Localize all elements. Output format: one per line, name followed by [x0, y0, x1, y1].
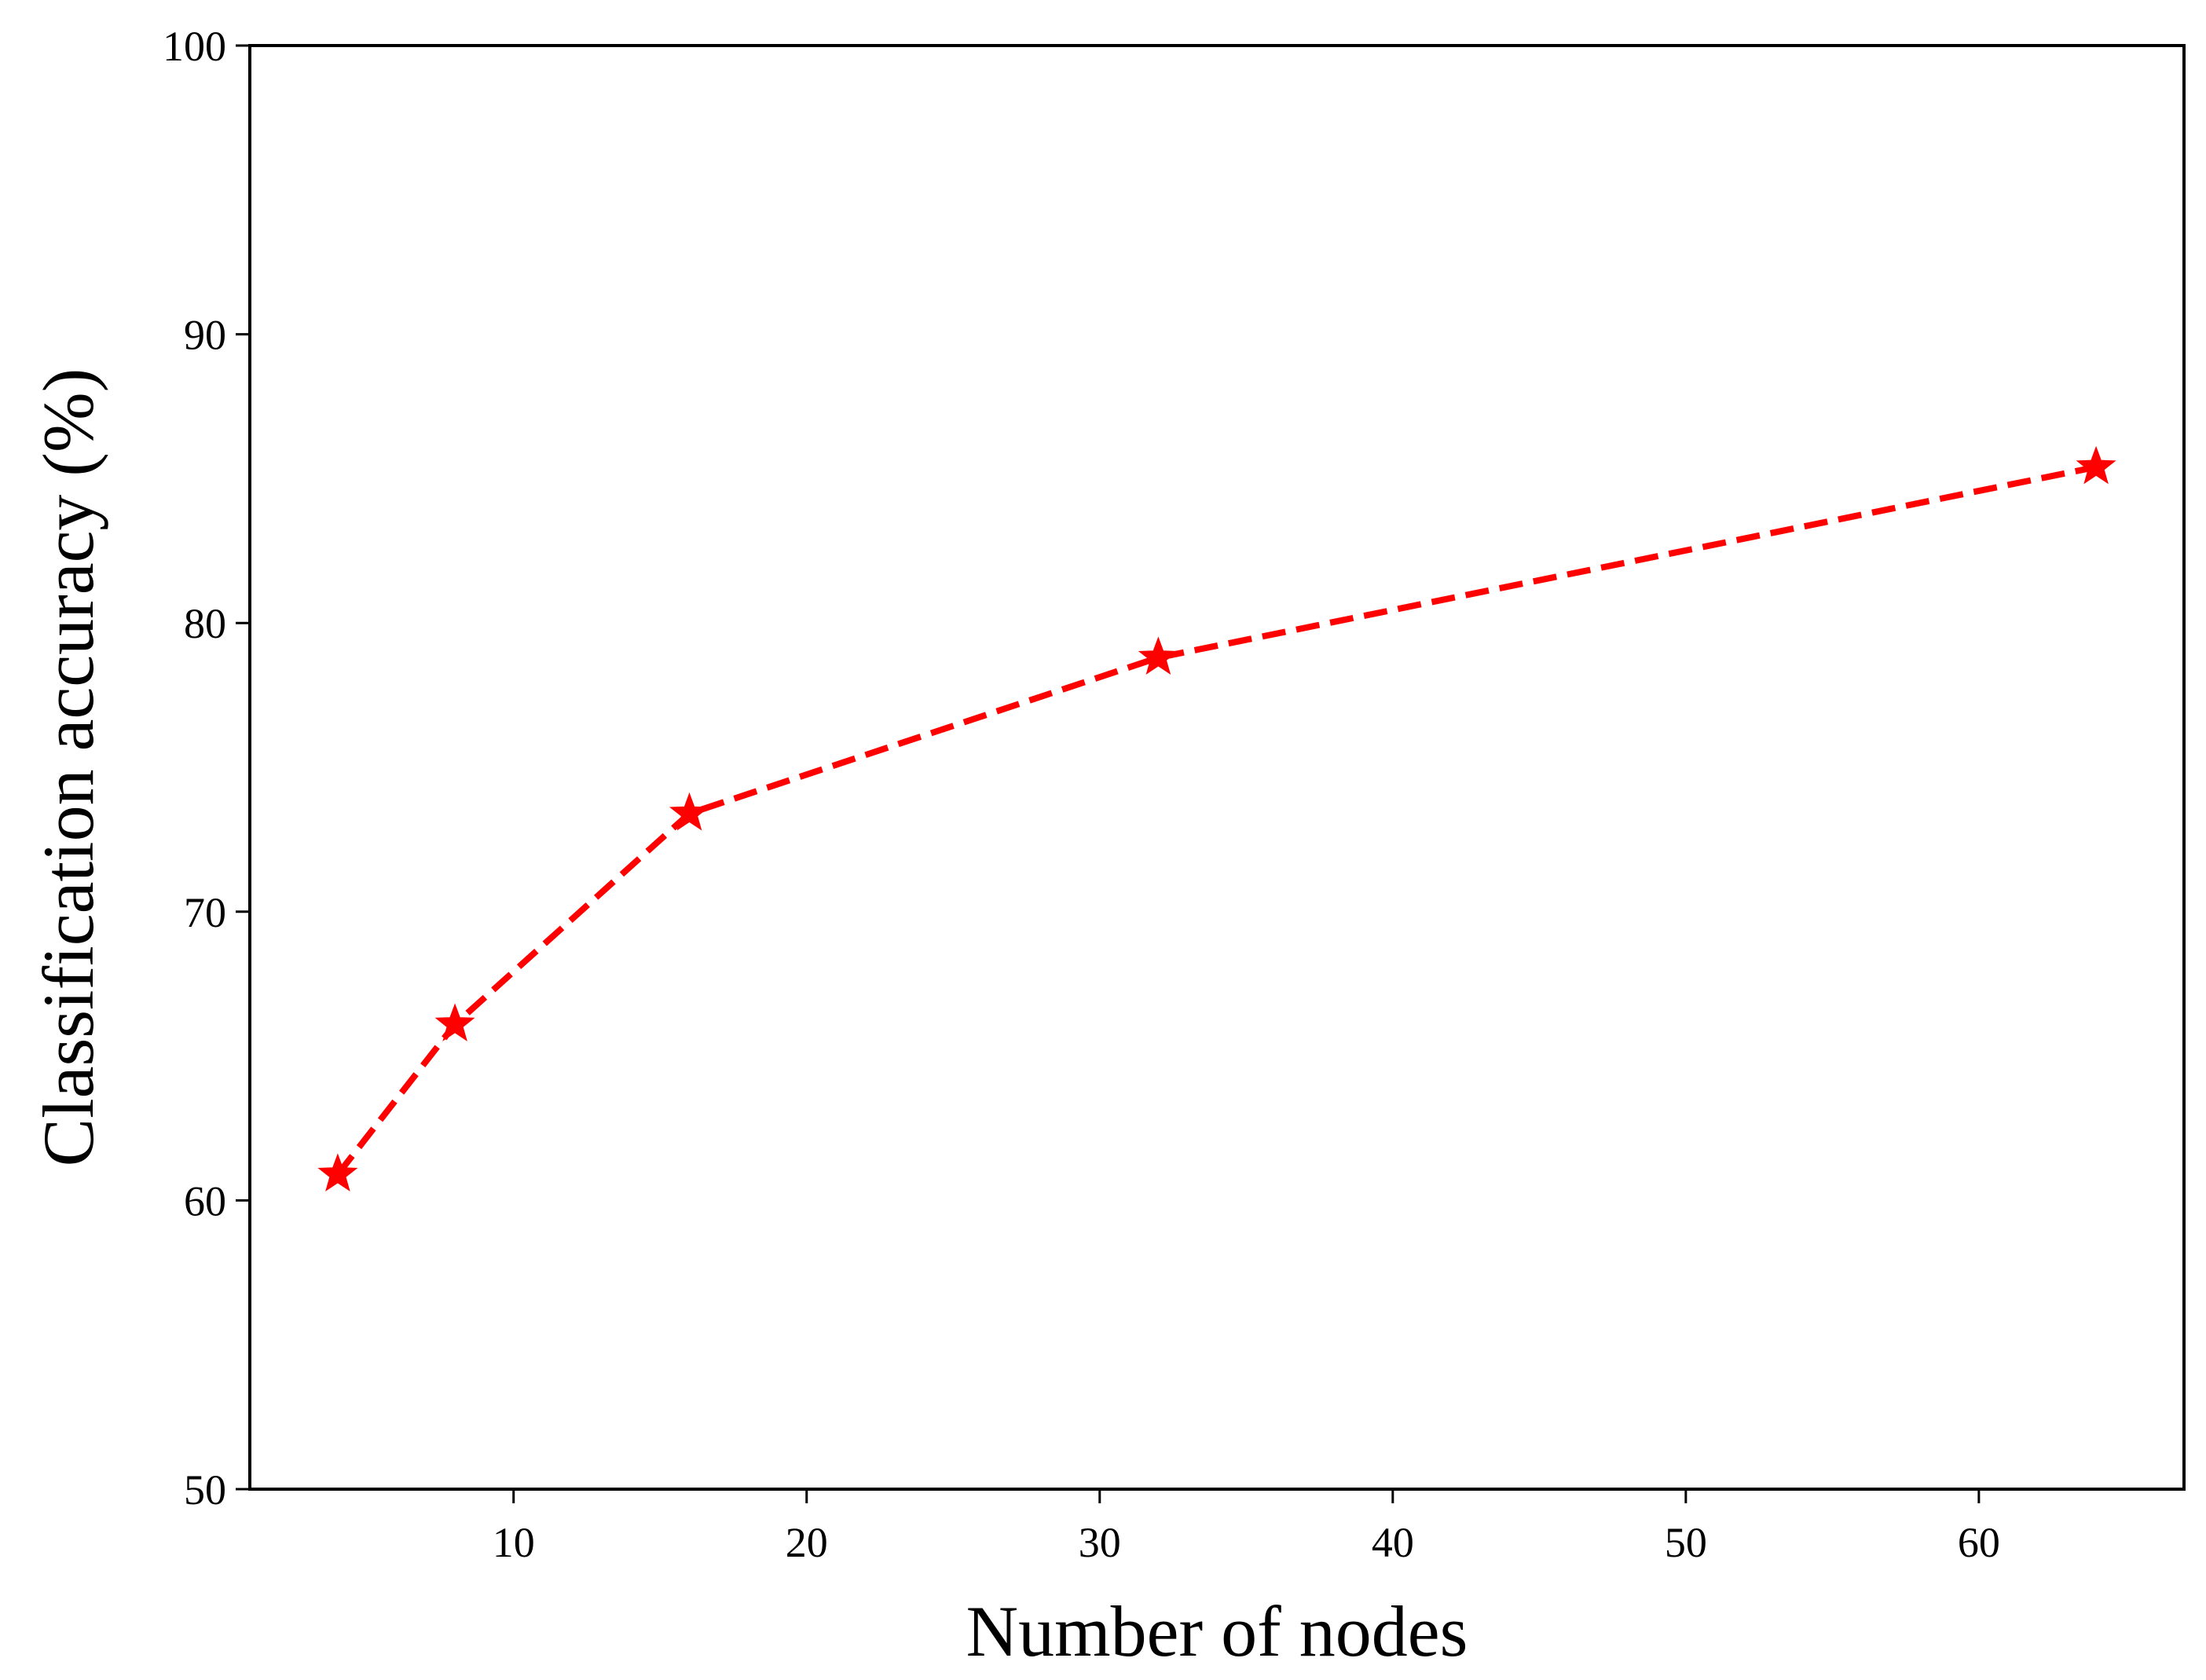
- y-tick-label: 90: [184, 312, 226, 359]
- data-point-star: [2076, 445, 2116, 485]
- y-axis-title: Classification accuracy (%): [28, 368, 108, 1167]
- series-layer: [317, 445, 2116, 1192]
- y-tick-label: 80: [184, 600, 226, 647]
- y-tick-label: 70: [184, 889, 226, 936]
- y-axis-ticks: 50 60 70 80 90 100: [163, 23, 250, 1513]
- data-point-star: [669, 792, 710, 831]
- x-tick-label: 60: [1958, 1519, 2000, 1566]
- x-tick-label: 30: [1079, 1519, 1121, 1566]
- x-tick-label: 50: [1665, 1519, 1707, 1566]
- plot-frame: [248, 44, 2186, 1491]
- x-axis-title: Number of nodes: [966, 1591, 1468, 1671]
- x-tick-label: 20: [786, 1519, 828, 1566]
- y-tick-label: 50: [184, 1466, 226, 1513]
- data-point-star: [317, 1153, 358, 1192]
- y-tick-label: 60: [184, 1177, 226, 1224]
- x-axis-ticks: 10 20 30 40 50 60: [493, 1489, 2000, 1566]
- x-tick-label: 10: [493, 1519, 535, 1566]
- data-point-star: [1138, 636, 1178, 675]
- y-tick-label: 100: [163, 23, 226, 70]
- series-line: [335, 463, 2097, 1177]
- x-tick-label: 40: [1372, 1519, 1414, 1566]
- data-point-star: [434, 1003, 475, 1041]
